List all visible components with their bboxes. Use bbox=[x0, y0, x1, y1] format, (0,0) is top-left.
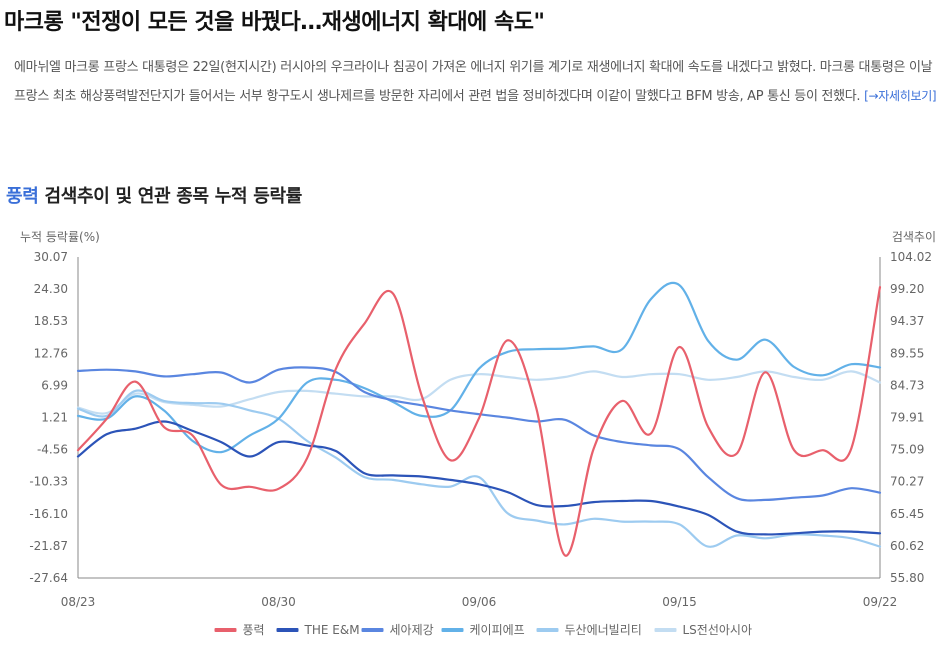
x-tick-label: 08/30 bbox=[261, 595, 296, 609]
y-left-tick-label: 12.76 bbox=[34, 346, 68, 360]
chart-section-title: 풍력 검색추이 및 연관 종목 누적 등락률 bbox=[6, 182, 302, 208]
y-right-tick-label: 55.80 bbox=[890, 571, 924, 585]
y-right-tick-label: 89.55 bbox=[890, 346, 924, 360]
right-axis-label: 검색추이 bbox=[892, 230, 936, 244]
legend-swatch bbox=[276, 628, 299, 632]
y-right-tick-label: 75.09 bbox=[890, 443, 924, 457]
headline: 마크롱 "전쟁이 모든 것을 바꿨다…재생에너지 확대에 속도" bbox=[4, 10, 545, 35]
legend-label[interactable]: 케이피에프 bbox=[470, 623, 525, 637]
y-left-tick-label: 18.53 bbox=[34, 314, 68, 328]
line-chart: 누적 등락률(%) 검색추이 30.07 24.30 18.53 12.76 6.99 1… bbox=[20, 230, 936, 637]
legend-swatch bbox=[214, 628, 237, 632]
y-left-tick-label: -27.64 bbox=[29, 571, 68, 585]
y-right-tick-label: 94.37 bbox=[890, 314, 924, 328]
y-left-tick-label: 6.99 bbox=[41, 378, 68, 392]
series-line bbox=[76, 370, 882, 415]
y-right-tick-label: 104.02 bbox=[890, 250, 932, 264]
y-right-tick-label: 70.27 bbox=[890, 475, 924, 489]
legend-label[interactable]: 두산에너빌리티 bbox=[565, 623, 642, 637]
legend-label[interactable]: 세아제강 bbox=[390, 623, 434, 637]
y-right-tick-label: 99.20 bbox=[890, 282, 924, 296]
y-left-tick-label: -10.33 bbox=[29, 475, 68, 489]
y-left-tick-label: 24.30 bbox=[34, 282, 68, 296]
y-left-tick-label: -4.56 bbox=[37, 443, 68, 457]
series-line bbox=[76, 389, 882, 548]
section-title-text: 검색추이 및 연관 종목 누적 등락률 bbox=[38, 186, 302, 207]
y-right-tick-label: 60.62 bbox=[890, 539, 924, 553]
legend-swatch bbox=[441, 628, 464, 632]
read-more-link[interactable]: [→자세히보기] bbox=[864, 89, 937, 103]
y-left-tick-label: -16.10 bbox=[29, 507, 68, 521]
x-tick-label: 09/06 bbox=[462, 595, 497, 609]
series-line bbox=[76, 420, 882, 536]
series-line bbox=[76, 281, 882, 454]
y-right-tick-label: 65.45 bbox=[890, 507, 924, 521]
x-tick-label: 08/23 bbox=[61, 595, 96, 609]
search-keyword: 풍력 bbox=[6, 186, 39, 207]
series-line bbox=[76, 366, 882, 502]
y-left-tick-label: -21.87 bbox=[29, 539, 68, 553]
y-left-tick-label: 30.07 bbox=[34, 250, 68, 264]
legend-label[interactable]: 풍력 bbox=[243, 623, 265, 637]
article-body: 에마뉘엘 마크롱 프랑스 대통령은 22일(현지시간) 러시아의 우크라이나 침… bbox=[14, 60, 933, 104]
legend-label[interactable]: THE E&M bbox=[304, 623, 360, 637]
legend-swatch bbox=[536, 628, 559, 632]
series-line bbox=[76, 286, 882, 557]
x-tick-label: 09/22 bbox=[863, 595, 898, 609]
article-summary: 에마뉘엘 마크롱 프랑스 대통령은 22일(현지시간) 러시아의 우크라이나 침… bbox=[14, 53, 939, 111]
y-right-tick-label: 84.73 bbox=[890, 378, 924, 392]
x-tick-label: 09/15 bbox=[662, 595, 697, 609]
legend-swatch bbox=[654, 628, 677, 632]
legend-swatch bbox=[361, 628, 384, 632]
y-left-tick-label: 1.21 bbox=[41, 411, 68, 425]
legend-label[interactable]: LS전선아시아 bbox=[683, 623, 753, 637]
y-right-tick-label: 79.91 bbox=[890, 411, 924, 425]
left-axis-label: 누적 등락률(%) bbox=[20, 230, 100, 244]
